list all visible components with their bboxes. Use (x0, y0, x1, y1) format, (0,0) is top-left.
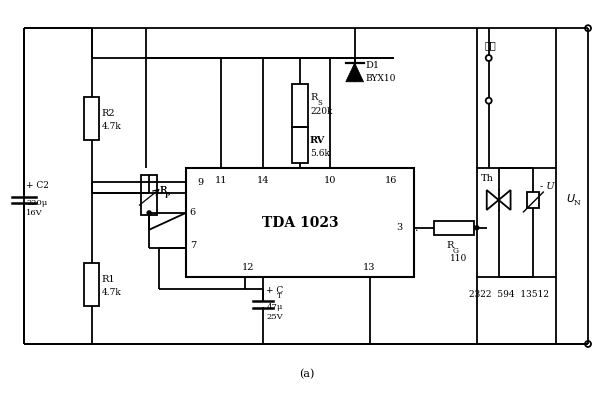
Text: P: P (165, 191, 170, 199)
Text: .: . (416, 223, 419, 233)
Text: N: N (574, 199, 581, 207)
Text: 220μ: 220μ (26, 199, 47, 207)
Text: + C: + C (266, 286, 284, 295)
Bar (527, 192, 539, 208)
Text: P: P (165, 192, 170, 200)
Text: 3: 3 (397, 223, 403, 232)
Text: 2322  594  13512: 2322 594 13512 (469, 290, 549, 299)
Bar (477, 168, 556, 278)
Bar (141, 175, 157, 215)
Bar (186, 168, 414, 278)
Text: R: R (159, 186, 166, 194)
Text: 47μ: 47μ (266, 303, 282, 311)
Text: 9: 9 (198, 178, 204, 187)
Text: 14: 14 (257, 176, 270, 185)
Text: Th: Th (481, 173, 494, 183)
Text: R: R (310, 93, 317, 102)
Text: 10: 10 (324, 176, 336, 185)
Text: BYX10: BYX10 (365, 74, 396, 83)
Text: 4.7k: 4.7k (101, 122, 121, 131)
Text: R: R (446, 241, 453, 250)
Text: 4.7k: 4.7k (101, 288, 121, 297)
Text: D1: D1 (365, 61, 379, 70)
Circle shape (147, 211, 151, 215)
Text: 110: 110 (450, 254, 467, 263)
Text: R2: R2 (101, 109, 115, 118)
Text: TDA 1023: TDA 1023 (262, 216, 338, 230)
Text: 6: 6 (190, 208, 196, 217)
Text: G: G (453, 247, 459, 255)
Bar (434, 221, 474, 235)
Text: 25V: 25V (266, 313, 283, 321)
Text: 11: 11 (214, 176, 227, 185)
Text: 7: 7 (190, 241, 196, 250)
Text: RV: RV (310, 136, 325, 145)
Circle shape (475, 226, 479, 230)
Text: + C2: + C2 (26, 181, 49, 190)
Text: 13: 13 (363, 263, 376, 272)
Text: S: S (317, 99, 322, 107)
Polygon shape (346, 63, 363, 82)
Bar (84, 263, 99, 306)
Bar (84, 97, 99, 141)
Text: R1: R1 (101, 275, 115, 284)
Text: R: R (159, 186, 166, 194)
Text: 12: 12 (242, 263, 255, 272)
Text: 220k: 220k (310, 107, 332, 116)
Text: 16V: 16V (26, 209, 42, 217)
Text: (a): (a) (299, 369, 315, 379)
Text: T: T (277, 292, 282, 300)
Bar (292, 84, 308, 128)
Text: 5.6k: 5.6k (310, 149, 330, 158)
Text: $U$: $U$ (566, 192, 576, 204)
Bar (292, 128, 308, 163)
Text: 负载: 负载 (485, 42, 497, 51)
Text: - U: - U (540, 182, 555, 190)
Text: 16: 16 (385, 176, 398, 185)
